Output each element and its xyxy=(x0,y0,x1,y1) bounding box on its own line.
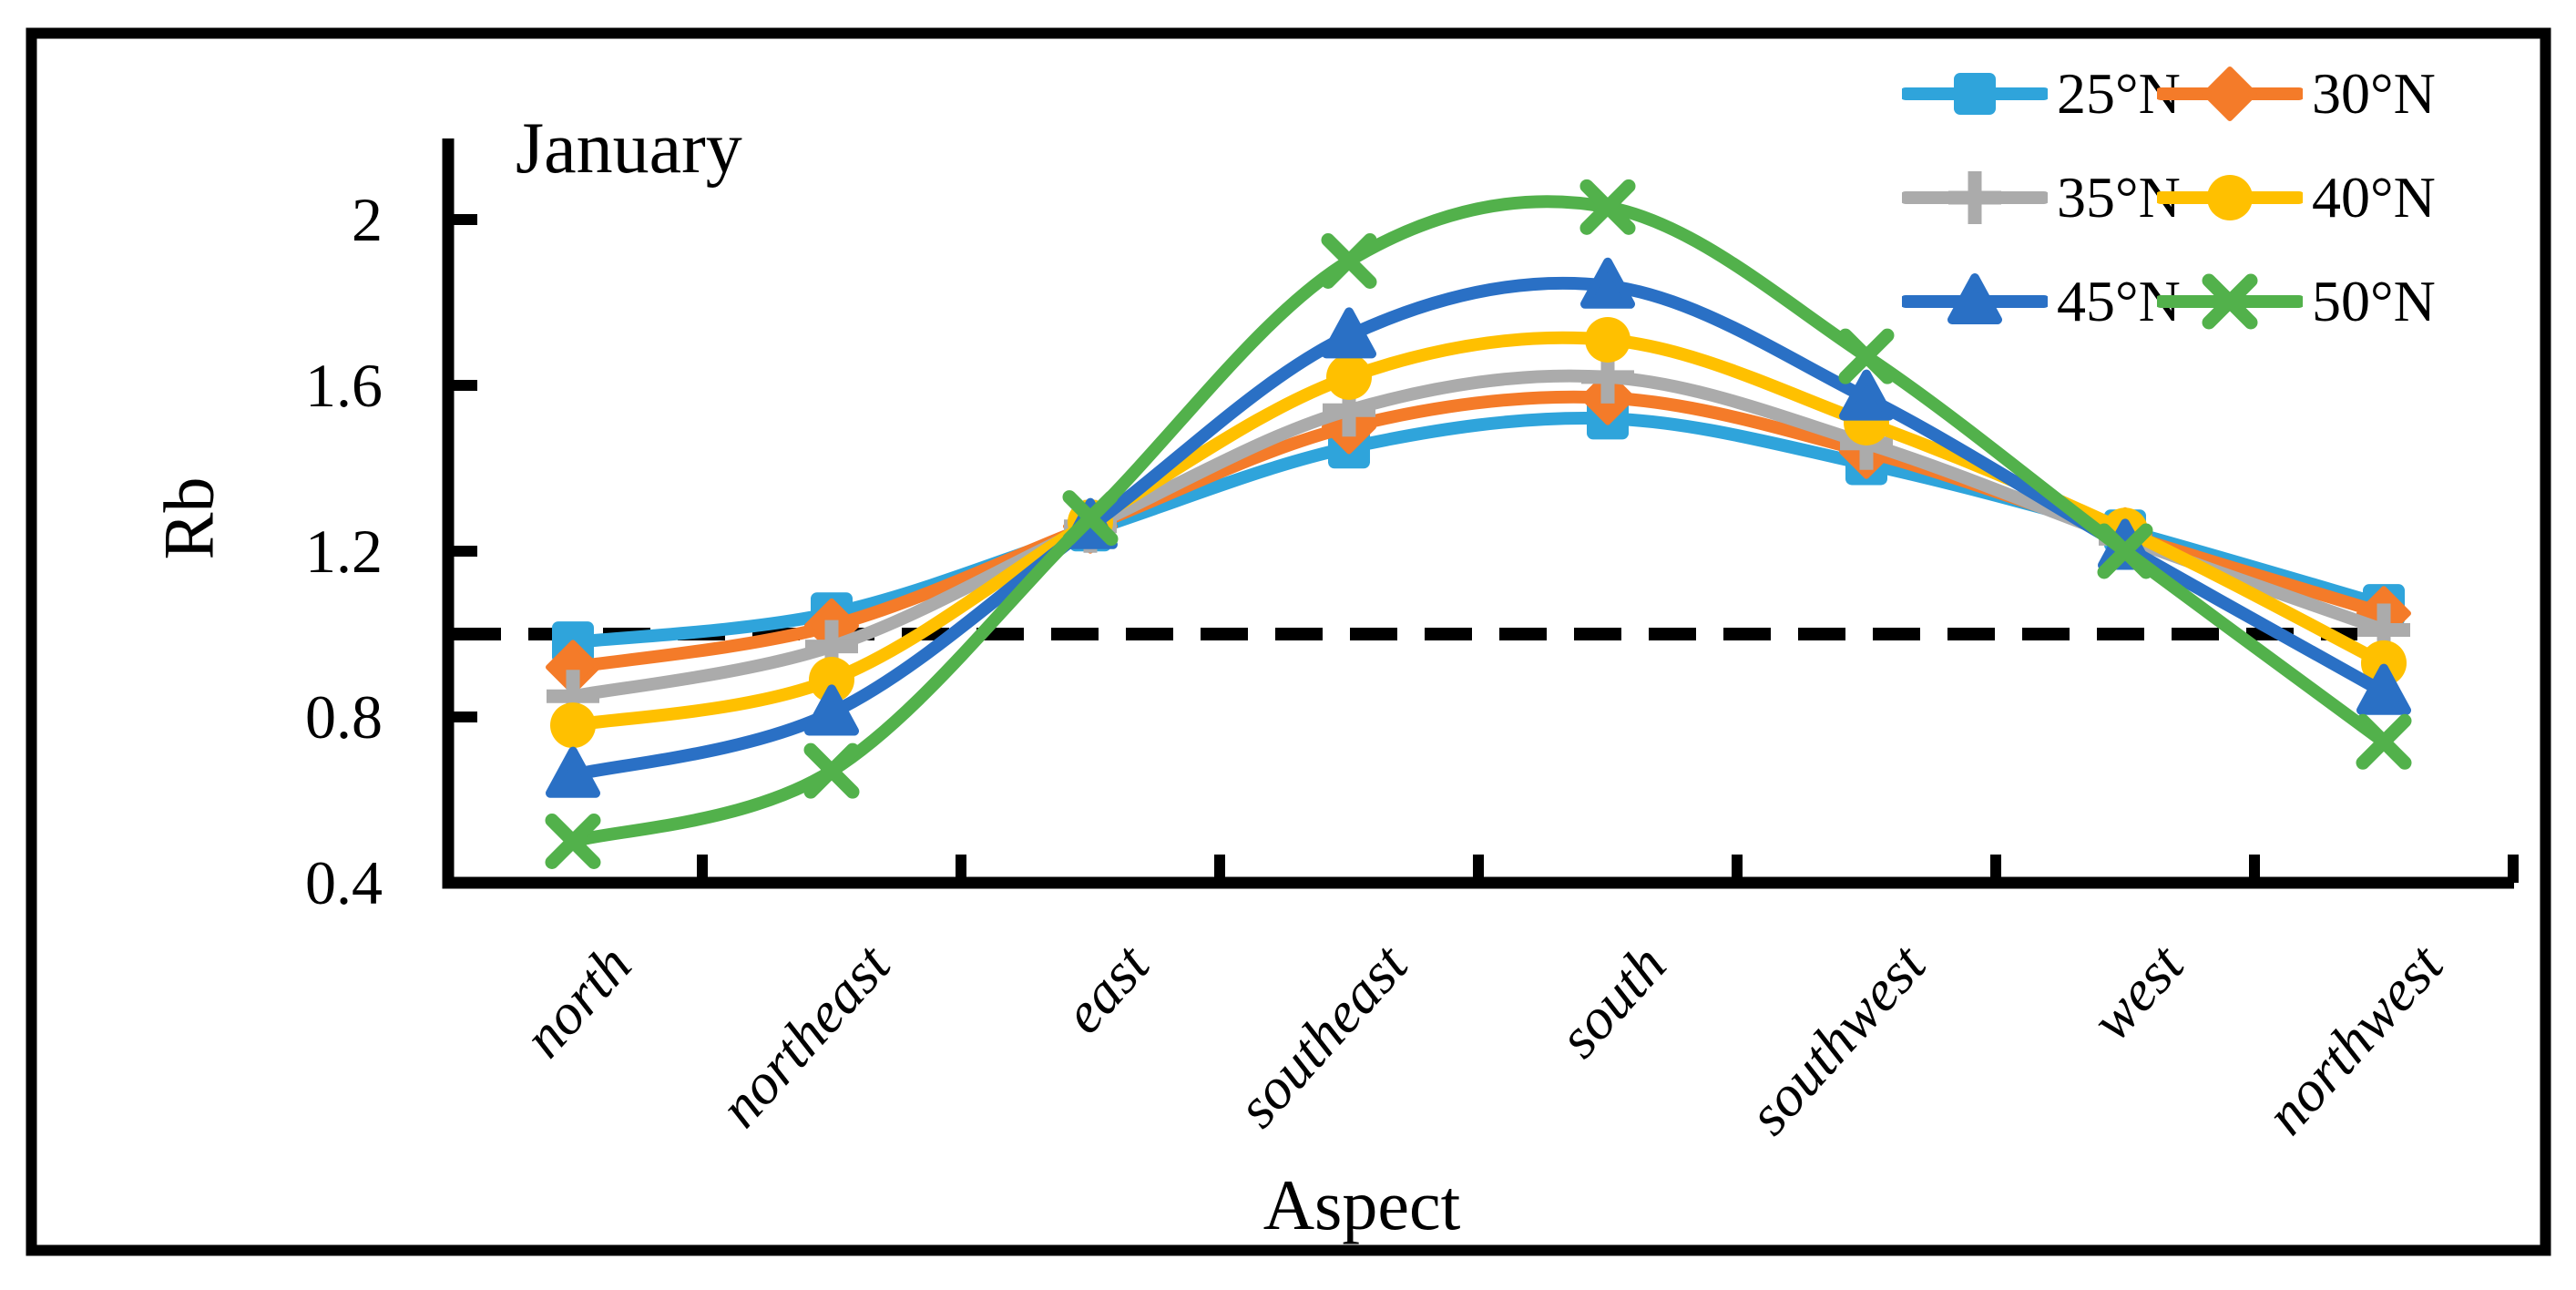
marker-triangle xyxy=(546,746,600,798)
legend-entry-50n: 50°N xyxy=(2157,269,2436,333)
legend-swatch-50n-icon xyxy=(2157,273,2303,330)
y-tick-label-1-2: 1.2 xyxy=(305,517,383,586)
legend-label-30n: 30°N xyxy=(2312,61,2436,126)
marker-triangle xyxy=(1580,257,1635,309)
marker-x xyxy=(1838,328,1895,384)
series-line-40°N xyxy=(567,331,2390,732)
legend-swatch-40n-icon xyxy=(2157,175,2303,220)
legend-entry-25n: 25°N xyxy=(1902,65,2181,123)
y-tick-label-1-6: 1.6 xyxy=(305,351,383,420)
marker-triangle xyxy=(804,684,859,736)
marker-triangle xyxy=(1947,273,2002,324)
marker-circle xyxy=(550,702,596,749)
x-axis-label: Aspect xyxy=(1262,1165,1461,1244)
marker-circle xyxy=(2361,640,2407,686)
marker-x xyxy=(2356,713,2412,770)
marker-circle xyxy=(1585,316,1630,363)
legend-label-40n: 40°N xyxy=(2312,165,2436,230)
marker-x xyxy=(1321,233,1377,289)
legend-entry-30n: 30°N xyxy=(2157,61,2436,126)
y-axis-label: Rb xyxy=(148,476,229,560)
marker-circle xyxy=(809,657,854,703)
marker-x xyxy=(1579,179,1636,235)
y-tick-label-0-4: 0.4 xyxy=(305,848,383,917)
marker-square xyxy=(1954,73,1996,115)
marker-triangle xyxy=(1322,307,1376,359)
marker-circle xyxy=(1326,353,1372,400)
legend-entry-40n: 40°N xyxy=(2157,165,2436,230)
chart-title: January xyxy=(516,108,742,189)
marker-x xyxy=(545,814,601,869)
marker-x xyxy=(803,742,860,799)
marker-triangle xyxy=(2356,663,2411,715)
figure-border xyxy=(26,27,2551,1256)
legend-swatch-25n-icon xyxy=(1902,73,2048,115)
legend-swatch-45n-icon xyxy=(1902,273,2048,324)
y-tick-label-2: 2 xyxy=(352,185,383,254)
marker-triangle xyxy=(1839,369,1894,421)
marker-plus xyxy=(1948,171,2001,224)
legend-entry-35n: 35°N xyxy=(1902,169,2181,227)
legend-swatch-30n-icon xyxy=(2157,67,2303,121)
marker-circle xyxy=(2207,175,2253,220)
y-tick-label-0-8: 0.8 xyxy=(305,682,383,752)
marker-diamond xyxy=(2203,67,2257,121)
marker-x xyxy=(2097,523,2153,579)
marker-x xyxy=(1062,490,1119,547)
legend-entry-45n: 45°N xyxy=(1902,272,2181,331)
legend-swatch-35n-icon xyxy=(1902,171,2048,224)
legend-label-50n: 50°N xyxy=(2312,269,2436,333)
series-line-50°N xyxy=(567,195,2390,848)
marker-x xyxy=(2202,273,2258,330)
